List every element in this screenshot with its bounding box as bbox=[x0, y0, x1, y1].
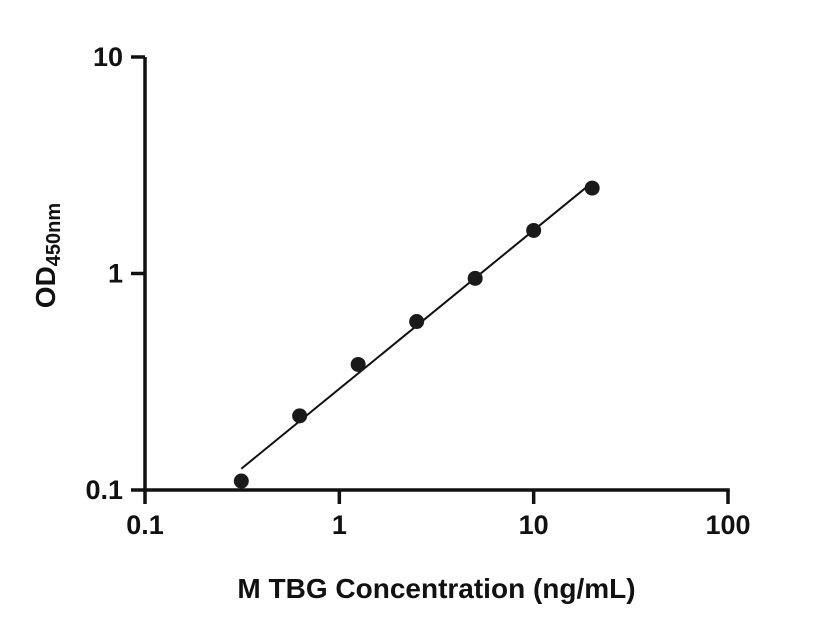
data-point bbox=[526, 222, 542, 238]
y-tick-label: 10 bbox=[93, 42, 123, 72]
data-point bbox=[350, 356, 366, 372]
x-tick-label: 1 bbox=[332, 510, 347, 540]
data-point bbox=[584, 180, 600, 196]
data-point bbox=[233, 473, 249, 489]
y-tick-label: 1 bbox=[108, 259, 123, 289]
data-point bbox=[292, 408, 308, 424]
x-tick-label: 100 bbox=[705, 510, 750, 540]
x-tick-label: 0.1 bbox=[126, 510, 164, 540]
x-tick-label: 10 bbox=[519, 510, 549, 540]
y-axis-label: OD450nm bbox=[30, 203, 65, 308]
y-tick-label: 0.1 bbox=[85, 475, 123, 505]
data-point bbox=[409, 314, 425, 330]
y-axis-label-main: OD bbox=[30, 266, 61, 308]
y-axis-label-subscript: 450nm bbox=[43, 203, 65, 266]
data-point bbox=[467, 270, 483, 286]
x-axis-label: M TBG Concentration (ng/mL) bbox=[237, 573, 635, 604]
